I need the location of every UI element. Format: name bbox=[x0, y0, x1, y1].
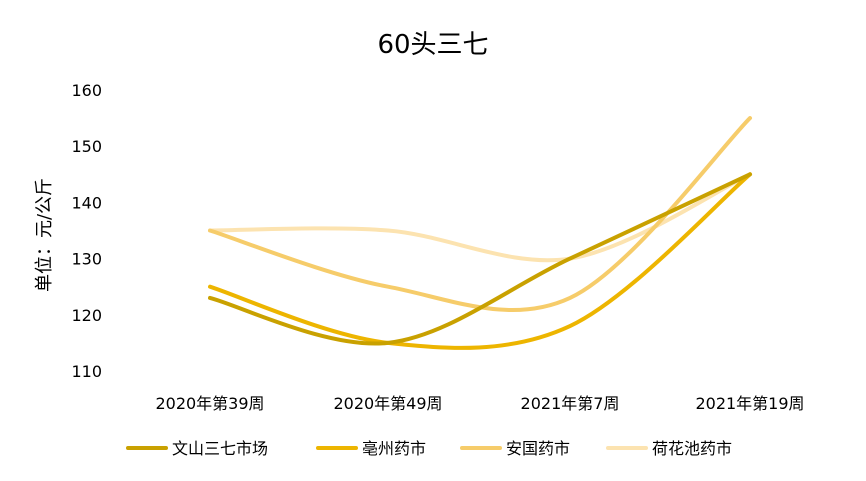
series-line-3 bbox=[208, 116, 752, 312]
y-tick-label: 130 bbox=[71, 250, 102, 269]
legend-label-3: 安国药市 bbox=[506, 439, 570, 458]
chart-title: 60头三七 bbox=[377, 30, 488, 60]
legend: 文山三七市场 亳州药市 安国药市 荷花池药市 bbox=[126, 439, 732, 458]
x-tick-label: 2021年第7周 bbox=[521, 394, 620, 413]
y-axis-label: 单位：元/公斤 bbox=[34, 178, 55, 292]
x-tick-label: 2021年第19周 bbox=[695, 394, 804, 413]
series-line-2 bbox=[208, 172, 752, 350]
x-axis-ticks: 2020年第39周 2020年第49周 2021年第7周 2021年第19周 bbox=[155, 394, 804, 413]
y-tick-label: 160 bbox=[71, 81, 102, 100]
y-tick-label: 110 bbox=[71, 362, 102, 381]
legend-label-4: 荷花池药市 bbox=[652, 439, 732, 458]
series-line-1 bbox=[208, 172, 752, 346]
y-tick-label: 120 bbox=[71, 306, 102, 325]
legend-label-1: 文山三七市场 bbox=[172, 439, 268, 458]
y-tick-label: 150 bbox=[71, 137, 102, 156]
y-tick-label: 140 bbox=[71, 193, 102, 212]
y-axis-ticks: 110 120 130 140 150 160 bbox=[71, 81, 102, 381]
legend-label-2: 亳州药市 bbox=[362, 439, 426, 458]
x-tick-label: 2020年第49周 bbox=[333, 394, 442, 413]
series-line-4 bbox=[208, 172, 752, 263]
x-tick-label: 2020年第39周 bbox=[155, 394, 264, 413]
series-lines bbox=[208, 116, 752, 350]
